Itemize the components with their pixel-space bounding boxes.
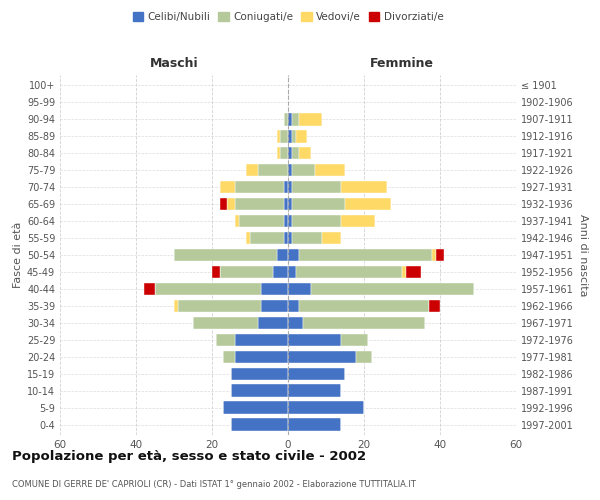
Bar — [288, 198, 292, 210]
Text: Maschi: Maschi — [149, 57, 199, 70]
Bar — [223, 350, 235, 364]
Legend: Celibi/Nubili, Coniugati/e, Vedovi/e, Divorziati/e: Celibi/Nubili, Coniugati/e, Vedovi/e, Di… — [128, 8, 448, 26]
Bar — [311, 282, 474, 296]
Bar — [235, 350, 288, 364]
Bar — [235, 180, 284, 194]
Bar — [288, 384, 341, 397]
Bar — [246, 164, 257, 176]
Bar — [288, 300, 299, 312]
Bar — [296, 266, 402, 278]
Bar — [227, 198, 235, 210]
Bar — [288, 232, 292, 244]
Bar — [288, 248, 299, 262]
Text: Popolazione per età, sesso e stato civile - 2002: Popolazione per età, sesso e stato civil… — [12, 450, 366, 463]
Bar — [299, 248, 433, 262]
Bar — [292, 164, 314, 176]
Bar — [299, 113, 322, 126]
Bar — [341, 214, 376, 228]
Bar — [288, 350, 356, 364]
Bar — [277, 248, 288, 262]
Bar — [284, 113, 288, 126]
Bar — [288, 368, 345, 380]
Bar — [292, 180, 341, 194]
Bar — [288, 130, 292, 142]
Y-axis label: Fasce di età: Fasce di età — [13, 222, 23, 288]
Bar — [292, 232, 322, 244]
Bar — [288, 164, 292, 176]
Bar — [299, 146, 311, 160]
Bar — [262, 300, 288, 312]
Bar — [292, 130, 296, 142]
Text: Femmine: Femmine — [370, 57, 434, 70]
Bar — [436, 248, 444, 262]
Text: COMUNE DI GERRE DE' CAPRIOLI (CR) - Dati ISTAT 1° gennaio 2002 - Elaborazione TU: COMUNE DI GERRE DE' CAPRIOLI (CR) - Dati… — [12, 480, 416, 489]
Bar — [257, 316, 288, 330]
Bar — [292, 214, 341, 228]
Bar — [280, 130, 288, 142]
Bar — [299, 300, 428, 312]
Bar — [292, 146, 299, 160]
Bar — [220, 198, 227, 210]
Bar — [235, 214, 239, 228]
Bar — [231, 418, 288, 431]
Bar — [212, 266, 220, 278]
Bar — [284, 198, 288, 210]
Bar — [280, 146, 288, 160]
Bar — [174, 248, 277, 262]
Bar — [303, 316, 425, 330]
Bar — [273, 266, 288, 278]
Bar — [341, 334, 368, 346]
Bar — [288, 334, 341, 346]
Bar — [223, 402, 288, 414]
Bar — [143, 282, 155, 296]
Bar — [322, 232, 341, 244]
Bar — [296, 130, 307, 142]
Bar — [239, 214, 284, 228]
Y-axis label: Anni di nascita: Anni di nascita — [578, 214, 587, 296]
Bar — [288, 282, 311, 296]
Bar — [402, 266, 406, 278]
Bar — [288, 180, 292, 194]
Bar — [288, 146, 292, 160]
Bar — [284, 214, 288, 228]
Bar — [235, 198, 284, 210]
Bar — [356, 350, 371, 364]
Bar — [262, 282, 288, 296]
Bar — [288, 316, 303, 330]
Bar — [433, 248, 436, 262]
Bar — [246, 232, 250, 244]
Bar — [220, 266, 273, 278]
Bar — [292, 198, 345, 210]
Bar — [216, 334, 235, 346]
Bar — [231, 384, 288, 397]
Bar — [235, 334, 288, 346]
Bar — [155, 282, 262, 296]
Bar — [193, 316, 257, 330]
Bar — [220, 180, 235, 194]
Bar — [341, 180, 387, 194]
Bar — [288, 402, 364, 414]
Bar — [288, 113, 292, 126]
Bar — [257, 164, 288, 176]
Bar — [178, 300, 262, 312]
Bar — [288, 418, 341, 431]
Bar — [428, 300, 440, 312]
Bar — [250, 232, 284, 244]
Bar — [406, 266, 421, 278]
Bar — [284, 180, 288, 194]
Bar — [288, 266, 296, 278]
Bar — [277, 146, 280, 160]
Bar — [345, 198, 391, 210]
Bar — [231, 368, 288, 380]
Bar — [284, 232, 288, 244]
Bar — [174, 300, 178, 312]
Bar — [292, 113, 299, 126]
Bar — [288, 214, 292, 228]
Bar — [277, 130, 280, 142]
Bar — [314, 164, 345, 176]
